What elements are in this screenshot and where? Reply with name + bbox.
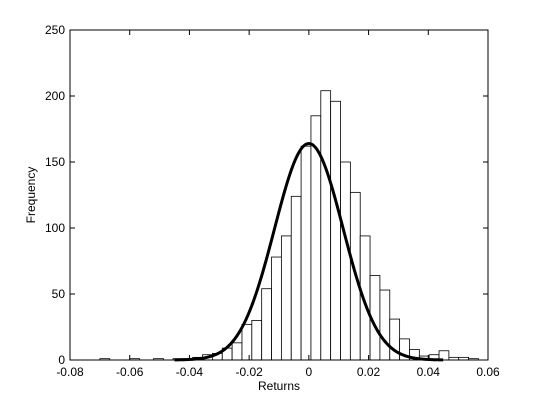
y-axis-label: Frequency: [24, 167, 38, 224]
normal-fit-curve: [174, 142, 444, 362]
histogram-bar: [251, 319, 263, 361]
axis-tick-labels: -0.08 -0.06 -0.04 -0.02 0 0.02 0.04 0.06 0 50 100 1…: [45, 23, 500, 379]
y-tick-label: 100: [45, 221, 65, 235]
y-tick-label: 0: [58, 353, 65, 367]
histogram-bar: [271, 256, 282, 361]
histogram-bar: [330, 100, 341, 361]
x-tick-label: 0: [306, 365, 313, 379]
y-tick-label: 250: [45, 23, 65, 37]
histogram-bar: [379, 289, 391, 361]
x-tick-label: 0.02: [357, 365, 381, 379]
x-tick-label: -0.08: [56, 365, 84, 379]
histogram-bar: [320, 90, 332, 361]
axis-ticks: [69, 29, 489, 361]
x-tick-label: -0.02: [235, 365, 263, 379]
histogram-bar: [261, 288, 272, 361]
y-tick-label: 200: [45, 89, 65, 103]
histogram-bar: [290, 195, 302, 361]
histogram-bar: [231, 342, 243, 361]
histogram-bar: [241, 323, 253, 361]
x-axis-label: Returns: [258, 379, 300, 393]
histogram-bar: [300, 145, 312, 361]
x-tick-label: -0.04: [176, 365, 204, 379]
x-tick-label: -0.06: [116, 365, 144, 379]
histogram-bar: [340, 161, 351, 361]
y-tick-label: 150: [45, 155, 65, 169]
x-tick-label: 0.04: [417, 365, 441, 379]
plot-frame: [69, 29, 489, 361]
x-tick-label: 0.06: [476, 365, 500, 379]
y-tick-label: 50: [52, 287, 66, 301]
histogram-bar: [280, 235, 292, 361]
